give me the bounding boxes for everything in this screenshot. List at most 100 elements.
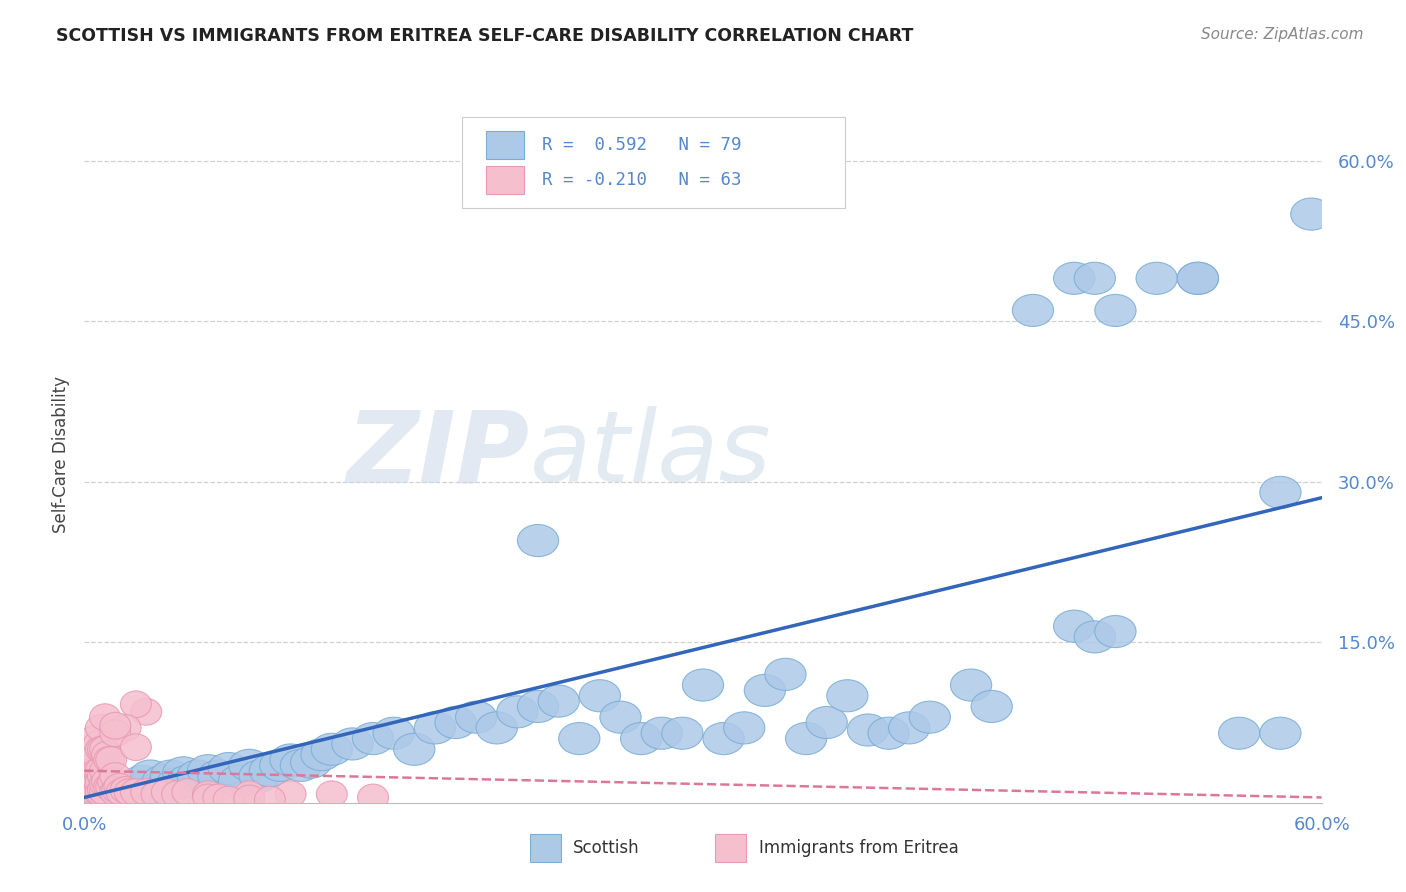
Ellipse shape	[1136, 262, 1177, 294]
Ellipse shape	[114, 779, 145, 805]
Bar	[530, 834, 561, 862]
Ellipse shape	[193, 784, 224, 811]
Ellipse shape	[152, 779, 183, 805]
Ellipse shape	[90, 704, 121, 731]
Ellipse shape	[1291, 198, 1331, 230]
Text: ZIP: ZIP	[347, 407, 530, 503]
Ellipse shape	[94, 747, 125, 773]
Ellipse shape	[889, 712, 929, 744]
Ellipse shape	[868, 717, 910, 749]
Ellipse shape	[415, 712, 456, 744]
Y-axis label: Self-Care Disability: Self-Care Disability	[52, 376, 70, 533]
Ellipse shape	[101, 776, 142, 808]
Ellipse shape	[75, 768, 105, 795]
Ellipse shape	[218, 765, 260, 797]
Ellipse shape	[121, 734, 152, 761]
Ellipse shape	[353, 723, 394, 755]
Ellipse shape	[82, 741, 112, 768]
Ellipse shape	[83, 757, 114, 784]
Ellipse shape	[110, 771, 150, 803]
Ellipse shape	[94, 773, 125, 800]
Ellipse shape	[100, 763, 131, 789]
Ellipse shape	[1177, 262, 1219, 294]
Ellipse shape	[239, 760, 280, 792]
Ellipse shape	[641, 717, 682, 749]
Ellipse shape	[332, 728, 373, 760]
Ellipse shape	[80, 776, 121, 808]
Text: atlas: atlas	[530, 407, 772, 503]
Ellipse shape	[193, 780, 224, 807]
Ellipse shape	[1095, 294, 1136, 326]
Ellipse shape	[156, 767, 198, 799]
Ellipse shape	[848, 714, 889, 746]
Ellipse shape	[115, 776, 156, 808]
Ellipse shape	[82, 763, 112, 789]
Ellipse shape	[496, 696, 538, 728]
Ellipse shape	[146, 771, 187, 803]
Ellipse shape	[229, 749, 270, 781]
Ellipse shape	[177, 760, 218, 792]
Ellipse shape	[105, 779, 136, 805]
Ellipse shape	[682, 669, 724, 701]
Ellipse shape	[280, 749, 322, 781]
Ellipse shape	[456, 701, 496, 733]
Ellipse shape	[86, 736, 117, 763]
Ellipse shape	[90, 736, 121, 763]
Ellipse shape	[86, 757, 117, 784]
Ellipse shape	[129, 760, 172, 792]
Ellipse shape	[100, 713, 131, 739]
Ellipse shape	[301, 739, 342, 771]
Ellipse shape	[136, 774, 177, 806]
Bar	[486, 166, 523, 194]
Ellipse shape	[1219, 717, 1260, 749]
Ellipse shape	[357, 784, 388, 811]
Ellipse shape	[600, 701, 641, 733]
Ellipse shape	[806, 706, 848, 739]
Ellipse shape	[90, 770, 121, 797]
Ellipse shape	[198, 760, 239, 792]
Ellipse shape	[77, 773, 108, 800]
Ellipse shape	[121, 779, 152, 805]
Ellipse shape	[121, 691, 152, 718]
Ellipse shape	[87, 763, 118, 789]
Text: Immigrants from Eritrea: Immigrants from Eritrea	[759, 839, 959, 857]
Ellipse shape	[79, 757, 110, 784]
Ellipse shape	[260, 749, 301, 781]
Ellipse shape	[827, 680, 868, 712]
Ellipse shape	[125, 771, 167, 803]
Ellipse shape	[1260, 717, 1301, 749]
Ellipse shape	[620, 723, 662, 755]
Ellipse shape	[83, 768, 114, 795]
Ellipse shape	[110, 777, 141, 804]
Ellipse shape	[910, 701, 950, 733]
Ellipse shape	[79, 725, 110, 752]
Ellipse shape	[311, 733, 353, 765]
Ellipse shape	[131, 779, 162, 805]
Ellipse shape	[724, 712, 765, 744]
Ellipse shape	[86, 714, 117, 741]
Ellipse shape	[703, 723, 744, 755]
Ellipse shape	[1095, 615, 1136, 648]
Ellipse shape	[214, 786, 245, 813]
Ellipse shape	[765, 658, 806, 690]
Ellipse shape	[75, 781, 115, 814]
Ellipse shape	[94, 778, 136, 810]
Ellipse shape	[162, 780, 193, 807]
Bar	[486, 131, 523, 159]
Ellipse shape	[786, 723, 827, 755]
Ellipse shape	[142, 765, 183, 797]
Ellipse shape	[96, 773, 127, 800]
Ellipse shape	[1053, 610, 1095, 642]
Ellipse shape	[90, 757, 121, 784]
Ellipse shape	[254, 786, 285, 813]
Ellipse shape	[172, 779, 202, 805]
Ellipse shape	[373, 717, 415, 749]
Ellipse shape	[90, 779, 121, 805]
Ellipse shape	[86, 779, 117, 805]
Ellipse shape	[233, 785, 264, 812]
Ellipse shape	[77, 752, 108, 779]
Ellipse shape	[202, 784, 233, 811]
FancyBboxPatch shape	[461, 118, 845, 208]
Ellipse shape	[950, 669, 991, 701]
Ellipse shape	[101, 777, 132, 804]
